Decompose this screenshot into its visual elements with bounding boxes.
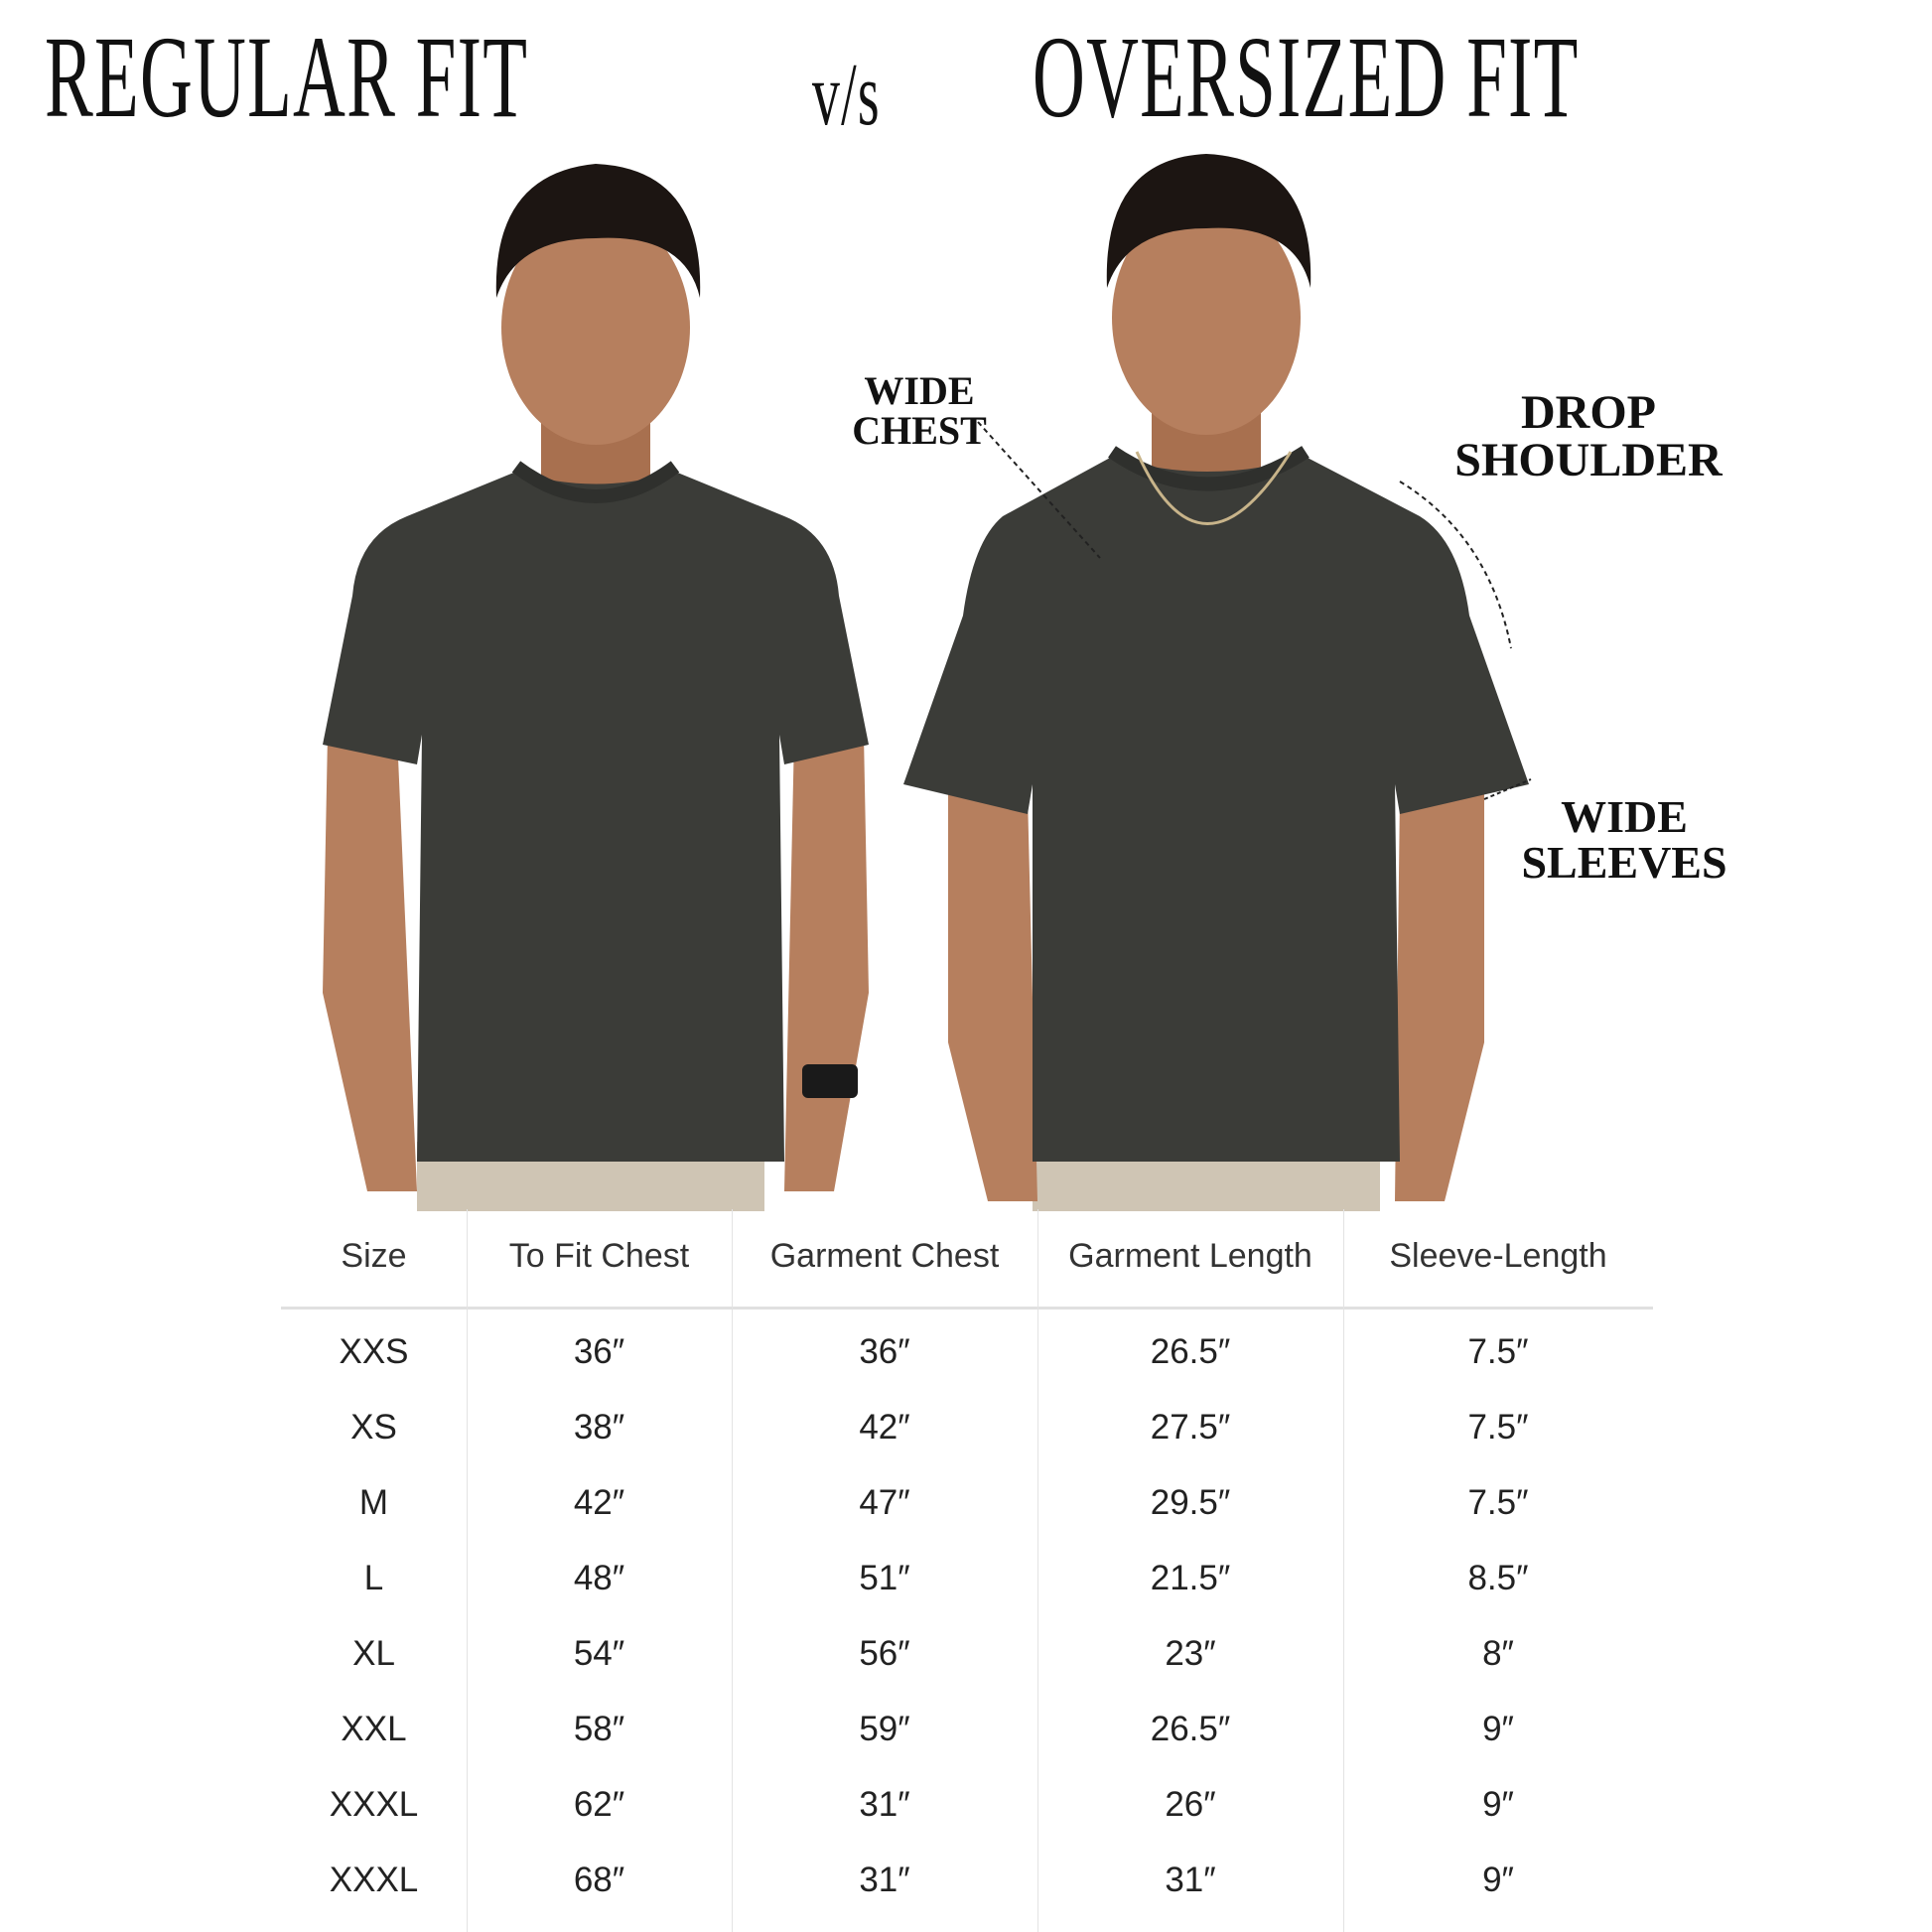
table-cell: XXS [339, 1332, 409, 1371]
table-cell: 7.5″ [1467, 1408, 1529, 1447]
table-cell: XS [350, 1408, 397, 1447]
table-cell: 9″ [1482, 1785, 1514, 1824]
table-cell: 8.5″ [1467, 1559, 1529, 1597]
table-cell: XXXL [329, 1785, 419, 1824]
annotation-wide-chest: WIDE CHEST [840, 371, 999, 451]
table-cell: 7.5″ [1467, 1332, 1529, 1371]
table-cell: 8″ [1482, 1634, 1514, 1673]
table-cell: 42″ [859, 1408, 910, 1447]
table-cell: 36″ [859, 1332, 910, 1371]
table-cell: 27.5″ [1150, 1408, 1231, 1447]
annotation-drop-shoulder: DROP SHOULDER [1430, 389, 1747, 484]
table-cell: 38″ [573, 1408, 625, 1447]
annotation-line: WIDE [1561, 791, 1688, 842]
oversized-fit-model [903, 154, 1529, 1211]
size-chart-table: Size To Fit Chest Garment Chest Garment Len… [281, 1209, 1653, 1932]
table-cell: 36″ [573, 1332, 625, 1371]
table-cell: 31″ [1165, 1861, 1216, 1899]
column-divider [1037, 1209, 1038, 1932]
wide-chest-arrow [977, 421, 1101, 559]
models-photo [323, 154, 1532, 1211]
table-cell: 59″ [859, 1710, 910, 1748]
table-header [281, 1209, 1653, 1310]
title-oversized-fit: OVERSIZED FIT [1033, 12, 1580, 142]
necklace [1135, 451, 1293, 525]
column-divider [732, 1209, 733, 1932]
table-cell: 58″ [573, 1710, 625, 1748]
column-divider [1343, 1209, 1344, 1932]
table-cell: 68″ [573, 1861, 625, 1899]
table-cell: 56″ [859, 1634, 910, 1673]
table-cell: 47″ [859, 1483, 910, 1522]
table-cell: 29.5″ [1150, 1483, 1231, 1522]
table-cell: 9″ [1482, 1861, 1514, 1899]
annotation-line: CHEST [852, 408, 987, 453]
table-cell: 9″ [1482, 1710, 1514, 1748]
table-cell: XXXL [329, 1861, 419, 1899]
column-header: Size [341, 1237, 407, 1275]
title-regular-fit: REGULAR FIT [45, 12, 529, 142]
table-cell: 54″ [573, 1634, 625, 1673]
table-cell: L [363, 1559, 384, 1597]
table-cell: 42″ [573, 1483, 625, 1522]
annotation-line: SLEEVES [1521, 837, 1727, 888]
drop-shoulder-arrow [1399, 481, 1512, 649]
page-title: REGULAR FIT v/s OVERSIZED FIT [0, 12, 1932, 145]
table-cell: 31″ [859, 1861, 910, 1899]
table-cell: 26.5″ [1150, 1332, 1231, 1371]
regular-fit-model [323, 164, 869, 1211]
table-cell: 26.5″ [1150, 1710, 1231, 1748]
table-cell: 51″ [859, 1559, 910, 1597]
column-header: To Fit Chest [508, 1237, 690, 1275]
table-cell: 62″ [573, 1785, 625, 1824]
annotation-line: SHOULDER [1454, 434, 1723, 486]
table-cell: 31″ [859, 1785, 910, 1824]
wide-sleeves-arrow [1483, 778, 1532, 800]
column-header: Sleeve-Length [1389, 1237, 1607, 1275]
annotation-wide-sleeves: WIDE SLEEVES [1489, 794, 1759, 886]
table-cell: XL [352, 1634, 395, 1673]
title-vs: v/s [812, 46, 881, 144]
table-cell: M [358, 1483, 389, 1522]
table-cell: 26″ [1165, 1785, 1216, 1824]
table-cell: XXL [341, 1710, 407, 1748]
annotation-line: DROP [1521, 386, 1656, 439]
table-cell: 21.5″ [1150, 1559, 1231, 1597]
column-header: Garment Length [1068, 1237, 1312, 1275]
table-cell: 7.5″ [1467, 1483, 1529, 1522]
table-cell: 23″ [1165, 1634, 1216, 1673]
column-divider [467, 1209, 468, 1932]
annotation-line: WIDE [864, 368, 975, 413]
column-header: Garment Chest [769, 1237, 1000, 1275]
watch-icon [802, 1064, 858, 1098]
table-cell: 48″ [573, 1559, 625, 1597]
